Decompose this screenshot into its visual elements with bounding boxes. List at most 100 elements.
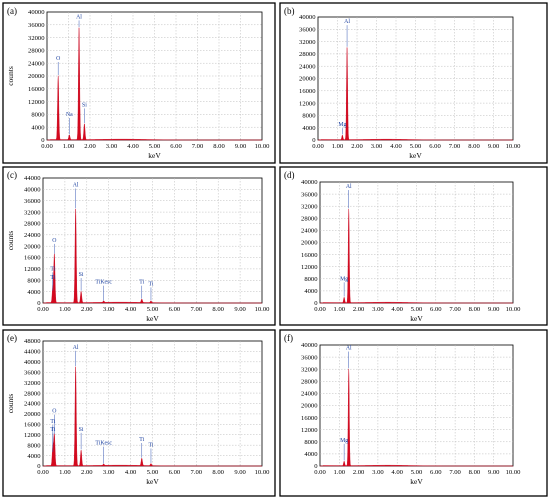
x-tick-label: 6.00 [429,143,441,150]
x-tick-label: 6.00 [170,143,182,150]
y-tick-label: 12000 [301,264,318,271]
x-tick-label: 10.00 [506,469,522,476]
y-tick-label: 12000 [28,99,45,106]
x-tick-label: 5.00 [411,306,423,313]
x-tick-label: 3.00 [103,469,115,476]
x-tick-label: 7.00 [192,143,204,150]
y-tick-label: 24000 [301,391,318,398]
y-tick-label: 4000 [304,288,318,295]
x-tick-label: 1.00 [332,143,344,150]
spectrum-series [318,47,513,141]
y-tick-label: 8000 [31,112,45,119]
panel-label: (f) [284,333,293,343]
y-tick-label: 32000 [301,366,318,373]
x-tick-label: 3.00 [103,306,115,313]
x-tick-label: 8.00 [213,143,225,150]
y-tick-label: 4000 [304,451,318,458]
x-tick-label: 4.00 [391,306,403,313]
plot-area [42,177,263,304]
panel-label: (b) [284,6,295,16]
x-tick-label: 3.00 [372,469,384,476]
y-axis-title: counts [6,231,15,251]
y-tick-label: 32000 [24,209,41,216]
x-tick-label: 2.00 [84,143,96,150]
x-tick-label: 3.00 [371,143,383,150]
x-tick-label: 2.00 [81,306,93,313]
peak-label-mg: Mg [340,276,348,282]
peak-label-ti: Ti [148,442,153,448]
x-tick-label: 10.00 [255,143,271,150]
x-tick-label: 10.00 [255,306,271,313]
y-tick-label: 24000 [301,228,318,235]
x-tick-label: 5.00 [410,143,422,150]
peak-label-o: O [52,238,56,244]
x-tick-label: 1.00 [63,143,75,150]
y-tick-label: 4000 [27,453,41,460]
x-tick-label: 1.00 [334,469,346,476]
peak-label-ti: Ti [50,419,55,425]
peak-label-ti: Ti [50,427,55,433]
y-tick-label: 40000 [301,179,318,186]
y-tick-label: 0 [314,463,318,470]
x-tick-label: 7.00 [449,143,461,150]
y-tick-label: 36000 [301,354,318,361]
y-tick-label: 16000 [301,252,318,259]
x-tick-label: 10.00 [255,469,271,476]
y-tick-label: 12000 [299,100,316,107]
y-tick-label: 36000 [24,198,41,205]
y-tick-label: 0 [314,300,318,307]
peak-label-na: Na [66,112,73,118]
x-tick-label: 5.00 [147,306,159,313]
panel-d: 0.00 1.00 2.00 3.00 4.00 5.00 6.00 7.00 8.00 9.00… [279,166,548,326]
y-tick-label: 28000 [24,390,41,397]
y-tick-label: 16000 [301,415,318,422]
x-tick-label: 2.00 [351,143,363,150]
y-tick-label: 20000 [28,73,45,80]
x-tick-label: 4.00 [125,306,137,313]
x-tick-label: 6.00 [430,306,442,313]
x-tick-label: 6.00 [169,306,181,313]
x-tick-label: 7.00 [191,469,203,476]
y-tick-label: 24000 [299,63,316,70]
peak-label-al: Al [346,346,352,352]
x-tick-label: 2.00 [353,469,365,476]
y-tick-label: 20000 [301,403,318,410]
y-tick-label: 40000 [299,14,316,21]
x-tick-label: 0.00 [314,306,326,313]
y-tick-label: 16000 [24,422,41,429]
x-axis-title: keV [410,477,423,486]
x-axis-title: keV [146,477,159,486]
x-tick-label: 8.00 [212,306,224,313]
y-tick-label: 32000 [28,35,45,42]
y-tick-label: 0 [41,137,45,144]
y-tick-label: 40000 [24,187,41,194]
x-tick-label: 1.00 [59,469,71,476]
panel-f: 0.00 1.00 2.00 3.00 4.00 5.00 6.00 7.00 8.00 9.00… [279,329,548,497]
y-tick-label: 28000 [301,216,318,223]
peak-label-si: Si [79,427,84,433]
peak-label-al: Al [76,14,82,20]
y-tick-label: 28000 [28,48,45,55]
spectrum-series [46,27,262,141]
y-tick-label: 36000 [301,191,318,198]
peak-label-ti: Ti [50,266,55,272]
x-tick-label: 8.00 [468,143,480,150]
x-tick-label: 8.00 [212,469,224,476]
x-tick-label: 9.00 [234,469,246,476]
y-tick-label: 16000 [28,86,45,93]
x-tick-label: 2.00 [81,469,93,476]
peak-label-o: O [52,409,56,415]
x-tick-label: 4.00 [127,143,139,150]
panel-label: (e) [7,333,17,343]
x-tick-label: 5.00 [149,143,161,150]
x-tick-label: 1.00 [334,306,346,313]
x-tick-label: 0.00 [314,469,326,476]
y-tick-label: 32000 [301,203,318,210]
y-tick-label: 20000 [299,76,316,83]
x-tick-label: 3.00 [372,306,384,313]
panel-e: 0.00 1.00 2.00 3.00 4.00 5.00 6.00 7.00 8.00 9.00… [2,329,276,497]
x-tick-label: 6.00 [430,469,442,476]
x-tick-label: 5.00 [147,469,159,476]
x-tick-label: 3.00 [106,143,118,150]
